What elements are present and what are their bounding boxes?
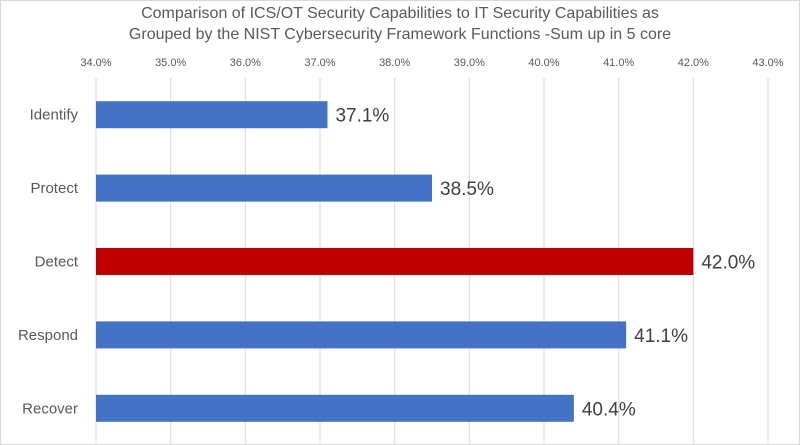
x-tick-label: 40.0% <box>528 57 559 69</box>
x-tick-label: 35.0% <box>155 57 186 69</box>
category-label: Detect <box>35 254 79 271</box>
x-tick-label: 36.0% <box>230 57 261 69</box>
x-tick-label: 38.0% <box>379 57 410 69</box>
bar <box>96 394 574 422</box>
category-label: Respond <box>18 327 78 344</box>
x-tick-label: 37.0% <box>304 57 335 69</box>
category-label: Identify <box>30 107 79 124</box>
bar <box>96 248 694 275</box>
x-tick-label: 41.0% <box>603 57 634 69</box>
data-label: 40.4% <box>582 399 636 420</box>
category-label: Recover <box>22 400 78 417</box>
x-tick-label: 39.0% <box>454 57 485 69</box>
data-label: 41.1% <box>634 326 688 347</box>
category-label: Protect <box>30 180 78 197</box>
data-label: 42.0% <box>701 253 755 274</box>
x-tick-label: 42.0% <box>678 57 709 69</box>
bar <box>96 101 328 129</box>
bar <box>96 321 627 349</box>
bar <box>96 174 432 202</box>
data-label: 37.1% <box>335 106 389 127</box>
chart-title: Comparison of ICS/OT Security Capabiliti… <box>0 3 800 45</box>
chart-title-line-1: Comparison of ICS/OT Security Capabiliti… <box>141 5 659 22</box>
x-tick-label: 43.0% <box>752 57 783 69</box>
chart-title-line-2: Grouped by the NIST Cybersecurity Framew… <box>128 26 672 43</box>
x-tick-label: 34.0% <box>80 57 111 69</box>
data-label: 38.5% <box>440 179 494 200</box>
